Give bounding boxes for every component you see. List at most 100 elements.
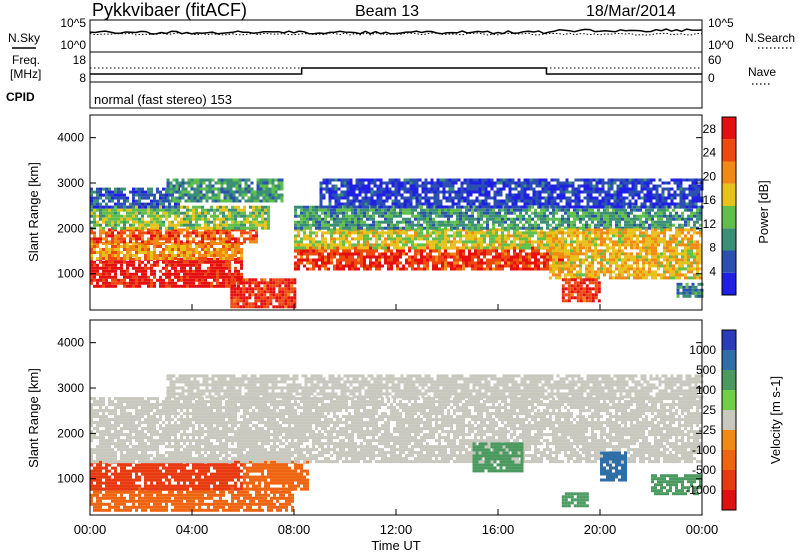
power-cell [540,217,543,221]
power-cell [349,178,353,182]
power-cell [417,267,420,271]
power-cell [372,228,375,232]
power-cell [102,217,105,221]
power-cell [448,193,452,197]
power-cell [168,284,171,288]
power-cell [393,226,396,230]
power-cell [579,214,582,218]
power-cell [327,211,330,215]
power-cell [333,264,336,268]
power-cell [330,231,333,235]
power-cell [361,178,365,182]
power-cell [423,261,426,265]
power-cell [342,246,345,250]
power-cell [369,217,372,221]
power-cell [297,234,300,238]
power-cell [147,251,150,254]
power-cell [186,234,189,238]
power-cell [294,264,297,268]
power-cell [420,267,423,271]
power-cell [267,226,270,230]
power-cell [150,202,153,206]
power-cell [349,190,353,194]
power-cell [96,237,99,241]
power-cell [366,237,369,241]
power-cell [244,199,248,203]
power-cell [210,245,213,248]
power-cell [237,205,240,209]
power-cell [257,284,261,288]
power-cell [144,275,147,279]
power-cell [468,228,471,232]
power-cell [171,263,174,267]
power-cell [123,284,126,288]
power-cell [453,264,456,268]
power-cell [529,196,533,200]
power-cell [256,196,260,200]
power-cell [427,202,431,206]
power-cell [622,199,626,203]
power-cell [607,202,611,206]
power-cell [372,264,375,268]
power-cell [390,223,393,227]
power-cell [375,208,378,212]
power-cell [150,257,153,260]
power-cell [186,251,189,254]
power-cell [468,249,471,253]
power-cell [535,196,539,200]
power-cell [219,260,222,264]
power-cell [559,196,563,200]
power-cell [423,243,426,247]
power-cell [468,258,471,262]
power-cell [643,205,647,209]
power-cell [234,205,237,209]
power-cell [540,252,543,256]
power-cell [300,220,303,224]
power-cell [210,242,213,245]
power-cell [691,193,695,197]
freq-tick-bottom: 8 [79,71,86,85]
power-cell [595,184,599,188]
power-cell [403,178,407,182]
power-cell [396,243,399,247]
power-cell [438,261,441,265]
power-cell [220,190,224,194]
power-cell [300,228,303,232]
power-cell [450,243,453,247]
power-cell [207,269,210,273]
power-cell [258,208,261,212]
power-cell [561,223,564,227]
power-cell [321,217,324,221]
power-cell [132,281,135,285]
power-cell [225,214,228,218]
power-cell [444,223,447,227]
power-cell [309,226,312,230]
power-cell [385,184,389,188]
power-cell [504,261,507,265]
power-cell [318,264,321,268]
power-cell [90,245,93,248]
power-cell [417,246,420,250]
power-cell [192,263,195,267]
power-cell [595,178,599,182]
power-cell [339,255,342,259]
power-cell [309,208,312,212]
power-cell [438,234,441,238]
power-cell [538,193,542,197]
power-cell [393,258,396,262]
power-region [90,205,270,230]
power-cell [231,214,234,218]
power-cell [99,228,102,232]
power-cell [564,226,567,230]
power-cell [477,246,480,250]
power-cell [319,205,323,209]
power-cell [324,264,327,268]
power-cell [396,252,399,256]
power-cell [162,272,165,276]
power-cell [501,237,504,241]
power-cell [672,214,675,218]
power-cell [180,248,183,251]
power-cell [271,187,275,191]
power-cell [508,199,512,203]
